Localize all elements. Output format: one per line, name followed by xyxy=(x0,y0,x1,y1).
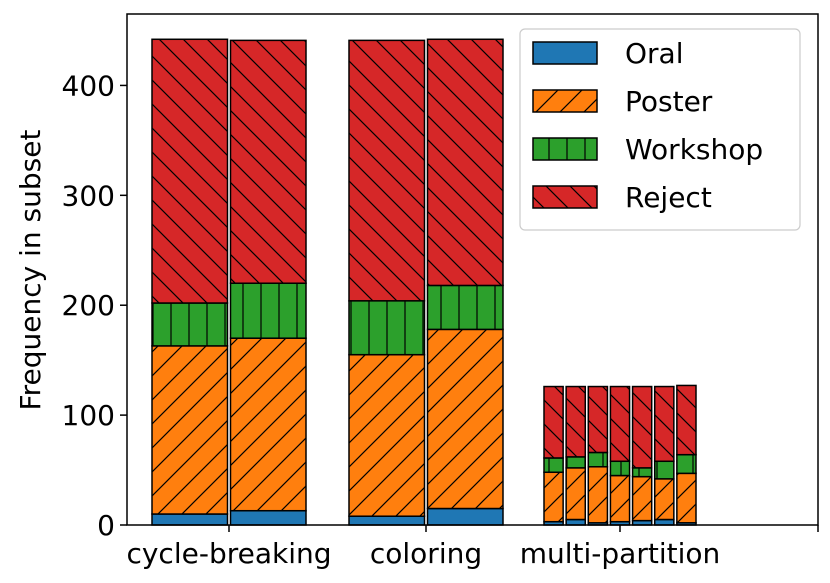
y-axis-label: Frequency in subset xyxy=(14,130,47,411)
legend-frame xyxy=(519,28,801,231)
bar-multi-partition-2-oral xyxy=(565,518,587,526)
bar-multi-partition-2-reject xyxy=(565,385,587,458)
bar-cycle-breaking-2-poster xyxy=(229,337,307,512)
legend-swatch-oral xyxy=(532,41,598,65)
bar-coloring-1-poster xyxy=(348,353,426,517)
bar-multi-partition-6-reject xyxy=(653,385,675,463)
bar-coloring-2-reject xyxy=(426,38,504,287)
bar-cycle-breaking-1-workshop xyxy=(151,302,229,347)
legend: Oral Poster Workshop Reject xyxy=(519,28,801,231)
bar-cycle-breaking-2-oral xyxy=(229,509,307,526)
y-tick-label-300: 300 xyxy=(62,179,115,212)
bar-coloring-1-workshop xyxy=(348,300,426,356)
bar-cycle-breaking-1-oral xyxy=(151,513,229,526)
bar-multi-partition-4-poster xyxy=(609,474,631,523)
y-tick-label-100: 100 xyxy=(62,399,115,432)
bar-coloring-2-workshop xyxy=(426,284,504,331)
x-axis: cycle-breaking coloring multi-partition xyxy=(126,525,819,570)
y-tick-label-400: 400 xyxy=(62,69,115,102)
bar-multi-partition-2-poster xyxy=(565,467,587,521)
plot-frame xyxy=(126,13,819,526)
bar-cycle-breaking-2-workshop xyxy=(229,282,307,339)
bar-multi-partition-7-reject xyxy=(676,384,697,456)
legend-swatch-workshop xyxy=(532,137,598,161)
bar-coloring-2-oral xyxy=(426,507,504,526)
bar-multi-partition-5-poster xyxy=(631,475,653,522)
bar-multi-partition-2-workshop xyxy=(565,456,587,469)
legend-swatch-reject xyxy=(532,185,598,209)
bar-multi-partition-3-poster xyxy=(587,466,609,524)
legend-label-oral: Oral xyxy=(625,37,684,70)
bar-multi-partition-1-workshop xyxy=(543,457,564,474)
bar-multi-partition-4-workshop xyxy=(609,460,631,477)
bar-multi-partition-7-poster xyxy=(676,472,697,524)
legend-swatch-poster xyxy=(532,89,598,113)
x-tick-label-multi-partition: multi-partition xyxy=(520,537,721,570)
bar-multi-partition-6-workshop xyxy=(653,460,675,480)
bar-multi-partition-5-reject xyxy=(631,385,653,469)
bar-multi-partition-6-poster xyxy=(653,478,675,521)
bar-multi-partition-3-reject xyxy=(587,385,609,454)
bar-multi-partition-3-workshop xyxy=(587,451,609,468)
legend-label-poster: Poster xyxy=(625,85,713,118)
bar-multi-partition-7-workshop xyxy=(676,453,697,475)
bars-layer xyxy=(151,38,697,526)
bar-multi-partition-1-poster xyxy=(543,471,564,523)
y-tick-label-0: 0 xyxy=(97,509,115,542)
bar-cycle-breaking-1-reject xyxy=(151,38,229,304)
bar-cycle-breaking-1-poster xyxy=(151,345,229,515)
y-tick-label-200: 200 xyxy=(62,289,115,322)
y-axis: 0 100 200 300 400 xyxy=(62,69,127,542)
bar-coloring-1-reject xyxy=(348,39,426,302)
bar-multi-partition-4-reject xyxy=(609,385,631,463)
bar-multi-partition-6-oral xyxy=(653,518,675,526)
bar-coloring-2-poster xyxy=(426,328,504,510)
legend-label-reject: Reject xyxy=(625,181,712,214)
bar-multi-partition-1-reject xyxy=(543,385,564,459)
bar-multi-partition-5-workshop xyxy=(631,467,653,478)
x-tick-label-coloring: coloring xyxy=(370,537,482,570)
legend-label-workshop: Workshop xyxy=(625,133,763,166)
bar-cycle-breaking-2-reject xyxy=(229,39,307,284)
x-tick-label-cycle-breaking: cycle-breaking xyxy=(126,537,331,570)
bar-coloring-1-oral xyxy=(348,515,426,526)
